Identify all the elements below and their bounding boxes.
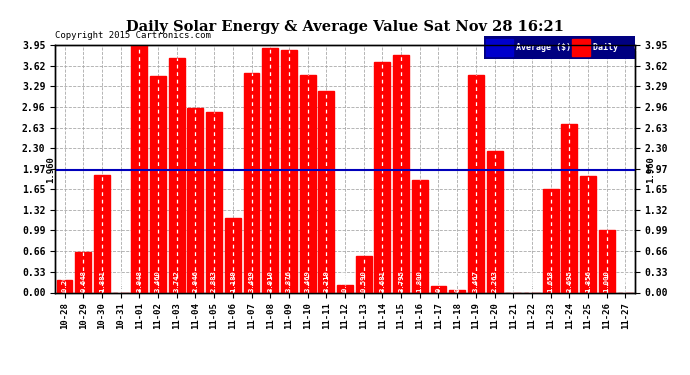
Text: 0.590: 0.590 (361, 270, 366, 292)
Bar (244, 73, 259, 292)
Text: 2.695: 2.695 (566, 270, 573, 292)
Bar (393, 55, 409, 292)
Bar (580, 176, 596, 292)
Bar (188, 108, 204, 292)
Text: 3.910: 3.910 (267, 270, 273, 292)
Bar (131, 45, 147, 292)
Text: 3.795: 3.795 (398, 270, 404, 292)
Text: 1.000: 1.000 (604, 270, 610, 292)
Bar (468, 75, 484, 292)
Text: 1.800: 1.800 (417, 270, 423, 292)
Bar (262, 48, 278, 292)
Text: Copyright 2015 Cartronics.com: Copyright 2015 Cartronics.com (55, 31, 211, 40)
Text: 1.960: 1.960 (646, 156, 655, 183)
Text: 0.000: 0.000 (622, 270, 629, 292)
Text: 3.460: 3.460 (155, 270, 161, 292)
Text: 0.648: 0.648 (80, 270, 86, 292)
Text: 3.219: 3.219 (324, 270, 329, 292)
Text: 0.120: 0.120 (342, 270, 348, 292)
Bar (337, 285, 353, 292)
Text: 1.881: 1.881 (99, 270, 105, 292)
Text: 3.499: 3.499 (248, 270, 255, 292)
Bar (169, 58, 185, 292)
Text: 0.207: 0.207 (61, 270, 68, 292)
Text: 3.469: 3.469 (304, 270, 310, 292)
Text: 3.681: 3.681 (380, 270, 386, 292)
Bar (281, 50, 297, 292)
Text: 3.876: 3.876 (286, 270, 292, 292)
Bar (431, 286, 446, 292)
Bar (299, 75, 315, 292)
Bar (375, 62, 391, 292)
Bar (225, 218, 241, 292)
Text: 0.000: 0.000 (117, 270, 124, 292)
Bar (412, 180, 428, 292)
Text: 3.948: 3.948 (137, 270, 142, 292)
Text: 3.467: 3.467 (473, 270, 479, 292)
Title: Daily Solar Energy & Average Value Sat Nov 28 16:21: Daily Solar Energy & Average Value Sat N… (126, 20, 564, 34)
Text: 1.189: 1.189 (230, 270, 236, 292)
Text: 2.263: 2.263 (491, 270, 497, 292)
Text: 3.742: 3.742 (174, 270, 179, 292)
Bar (449, 290, 465, 292)
Text: 0.000: 0.000 (511, 270, 516, 292)
Text: 1.960: 1.960 (46, 156, 55, 183)
Bar (57, 279, 72, 292)
Bar (486, 151, 502, 292)
Bar (318, 91, 334, 292)
Bar (562, 124, 578, 292)
Bar (206, 112, 222, 292)
Bar (94, 175, 110, 292)
Text: 0.045: 0.045 (454, 270, 460, 292)
Bar (599, 230, 615, 292)
Text: 2.946: 2.946 (193, 270, 199, 292)
Text: 1.856: 1.856 (585, 270, 591, 292)
Text: 0.101: 0.101 (435, 270, 442, 292)
Text: 0.000: 0.000 (529, 270, 535, 292)
Text: 1.658: 1.658 (548, 270, 553, 292)
Bar (543, 189, 559, 292)
Text: 2.883: 2.883 (211, 270, 217, 292)
Bar (75, 252, 91, 292)
Bar (150, 76, 166, 292)
Bar (356, 255, 372, 292)
